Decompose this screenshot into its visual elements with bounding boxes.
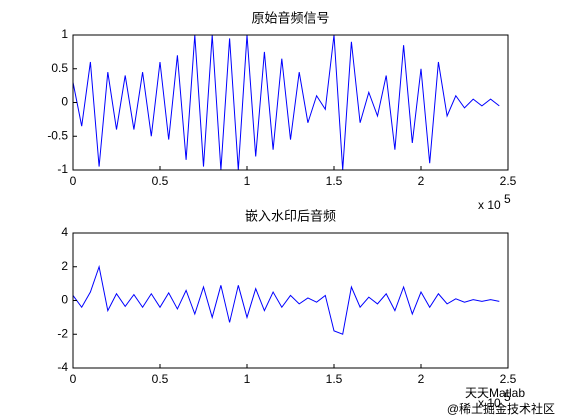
axes-background — [73, 233, 508, 368]
x-tick-label: 1.5 — [326, 174, 343, 188]
x-scale-power: 5 — [504, 192, 511, 206]
y-tick-label: -2 — [57, 326, 68, 340]
y-tick-label: 2 — [61, 259, 68, 273]
chart-title: 嵌入水印后音频 — [245, 208, 336, 223]
x-tick-label: 0 — [70, 174, 77, 188]
watermark-logo: 天天Matlab — [465, 386, 525, 400]
waveform — [72, 264, 500, 335]
x-scale-label: x 10 — [478, 396, 501, 410]
waveform — [72, 34, 500, 171]
y-tick-label: 4 — [61, 225, 68, 239]
y-tick-label: -0.5 — [47, 128, 68, 142]
x-tick-label: 2.5 — [500, 372, 517, 386]
y-tick-label: 0 — [61, 293, 68, 307]
x-tick-label: 0 — [70, 372, 77, 386]
y-tick-label: 0 — [61, 95, 68, 109]
x-tick-label: 0.5 — [152, 372, 169, 386]
x-tick-label: 1.5 — [326, 372, 343, 386]
x-tick-label: 2.5 — [500, 174, 517, 188]
y-tick-label: -4 — [57, 360, 68, 374]
x-tick-label: 2 — [418, 372, 425, 386]
y-tick-label: 1 — [61, 27, 68, 41]
x-scale-label: x 10 — [478, 198, 501, 212]
watermark-caption: @稀土掘金技术社区 — [447, 401, 555, 416]
y-tick-label: -1 — [57, 162, 68, 176]
x-tick-label: 0.5 — [152, 174, 169, 188]
axes-background — [73, 35, 508, 170]
x-tick-label: 2 — [418, 174, 425, 188]
x-scale-power: 5 — [504, 390, 511, 404]
x-tick-label: 1 — [244, 372, 251, 386]
chart-title: 原始音频信号 — [251, 10, 329, 25]
x-tick-label: 1 — [244, 174, 251, 188]
y-tick-label: 0.5 — [51, 61, 68, 75]
